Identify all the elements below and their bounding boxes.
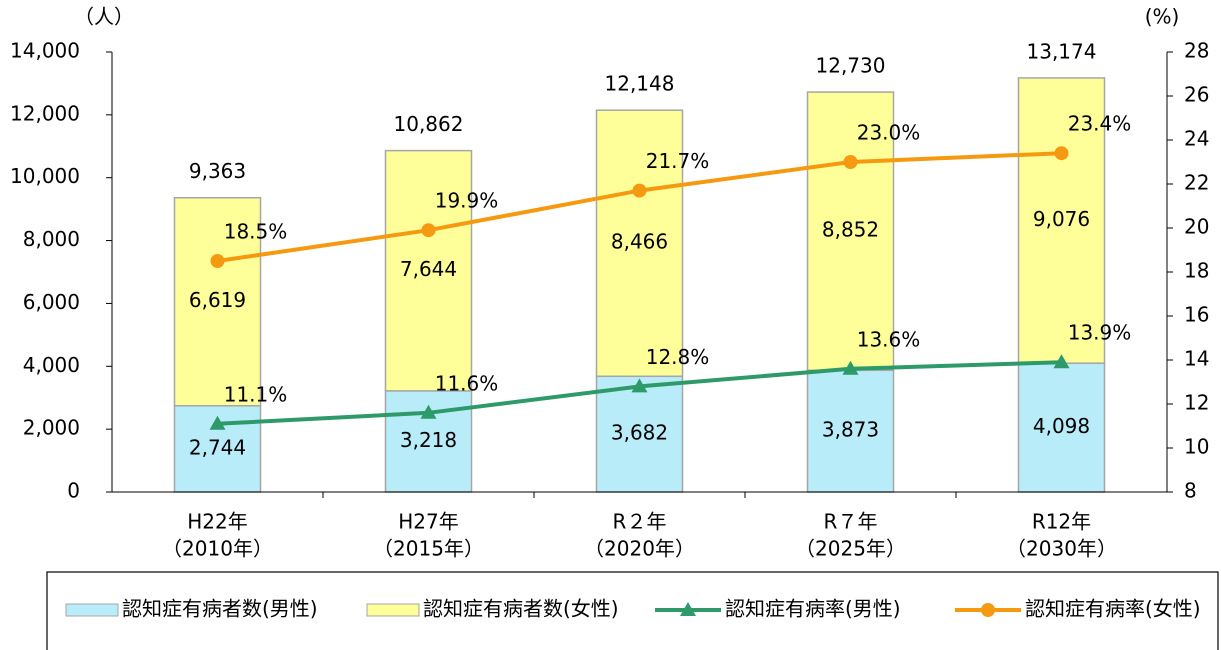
legend-marker: [680, 602, 696, 616]
line-value-label: 18.5%: [224, 220, 288, 244]
y2-tick-label: 26: [1184, 83, 1209, 107]
legend-marker: [981, 603, 995, 617]
y2-axis-label: (%): [1145, 5, 1180, 29]
bar-value-label: 7,644: [400, 257, 457, 281]
y-tick-label: 4,000: [23, 353, 80, 377]
x-tick-label: （2015年）: [373, 537, 484, 561]
line-marker: [631, 378, 648, 393]
line-value-label: 23.4%: [1068, 112, 1132, 136]
bar-value-label: 3,682: [611, 421, 668, 445]
bar: [173, 196, 262, 407]
bar: [1017, 77, 1106, 364]
x-tick-label: R12年: [1032, 510, 1091, 534]
y2-tick-label: 22: [1184, 171, 1209, 195]
legend-label: 認知症有病率(女性): [1025, 597, 1201, 621]
bar: [1017, 362, 1106, 493]
line-value-label: 19.9%: [435, 189, 499, 213]
bar: [806, 91, 895, 372]
y2-tick-label: 20: [1184, 215, 1209, 239]
x-tick-label: （2010年）: [162, 537, 273, 561]
line-value-label: 11.6%: [435, 371, 499, 395]
line-value-label: 21.7%: [646, 149, 710, 173]
line-value-label: 13.6%: [857, 327, 921, 351]
total-label: 12,730: [816, 53, 886, 77]
legend-swatch: [366, 603, 420, 617]
y2-tick-label: 18: [1184, 259, 1209, 283]
total-label: 12,148: [605, 72, 675, 96]
bar-value-label: 8,466: [611, 230, 668, 254]
line-marker: [842, 360, 859, 375]
y-axis-label: （人）: [74, 5, 134, 29]
bar: [384, 149, 473, 392]
line-marker: [420, 404, 437, 419]
y2-tick-label: 16: [1184, 303, 1209, 327]
y2-tick-label: 14: [1184, 347, 1209, 371]
legend-box: [46, 571, 1219, 650]
y2-tick-label: 10: [1184, 435, 1209, 459]
line-marker: [843, 155, 858, 169]
line-marker: [421, 223, 436, 238]
bar-value-label: 8,852: [822, 218, 879, 242]
line-marker: [1053, 354, 1070, 369]
bar-value-label: 6,619: [189, 288, 246, 312]
y2-tick-label: 24: [1184, 127, 1209, 151]
bar-value-label: 3,873: [822, 418, 879, 442]
y2-tick-label: 12: [1184, 391, 1209, 415]
legend-label: 認知症有病率(男性): [725, 597, 901, 621]
line-marker: [632, 183, 647, 198]
bar: [595, 109, 684, 378]
total-label: 9,363: [189, 159, 246, 183]
y-tick-label: 12,000: [10, 101, 80, 125]
legend-swatch: [65, 603, 119, 617]
total-label: 10,862: [394, 112, 464, 136]
y-tick-label: 14,000: [10, 39, 80, 63]
y2-tick-label: 8: [1184, 479, 1197, 503]
bar-value-label: 4,098: [1033, 414, 1090, 438]
y-tick-label: 6,000: [23, 290, 80, 314]
legend-label: 認知症有病者数(男性): [122, 597, 318, 621]
legend-label: 認知症有病者数(女性): [423, 597, 619, 621]
y2-tick-label: 28: [1184, 39, 1209, 63]
line-value-label: 12.8%: [646, 345, 710, 369]
line-marker: [209, 415, 226, 430]
x-tick-label: H22年: [187, 510, 248, 534]
line-marker: [210, 254, 225, 268]
line-value-label: 13.9%: [1068, 321, 1132, 345]
total-label: 13,174: [1027, 39, 1097, 63]
y-tick-label: 0: [67, 479, 80, 503]
y-tick-label: 10,000: [10, 164, 80, 188]
y-tick-label: 8,000: [23, 227, 80, 251]
x-tick-label: （2025年）: [795, 537, 906, 561]
bar: [595, 375, 684, 493]
x-tick-label: R７年: [824, 510, 878, 534]
x-tick-label: （2020年）: [584, 537, 695, 561]
y-tick-label: 2,000: [23, 416, 80, 440]
x-tick-label: （2030年）: [1006, 537, 1117, 561]
x-tick-label: H27年: [398, 510, 459, 534]
x-tick-label: R２年: [613, 510, 667, 534]
bar-value-label: 3,218: [400, 428, 457, 452]
bar-value-label: 9,076: [1033, 207, 1090, 231]
bar-value-label: 2,744: [189, 435, 246, 459]
bar: [806, 369, 895, 493]
line-value-label: 11.1%: [224, 382, 288, 406]
line-marker: [1054, 146, 1069, 161]
line-value-label: 23.0%: [857, 121, 921, 145]
